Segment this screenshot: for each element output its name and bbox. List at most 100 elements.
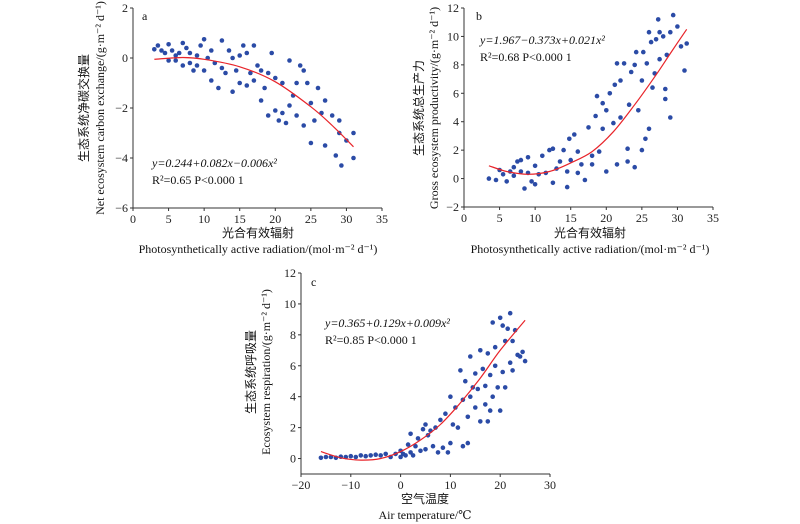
data-point bbox=[500, 323, 506, 328]
data-point bbox=[287, 103, 292, 108]
data-point bbox=[344, 138, 349, 143]
data-point bbox=[194, 53, 200, 58]
data-point bbox=[255, 63, 260, 68]
data-point bbox=[626, 102, 632, 107]
data-point bbox=[410, 453, 416, 458]
x-tick-label: 5 bbox=[497, 211, 503, 225]
data-point bbox=[611, 120, 616, 126]
data-point bbox=[600, 100, 605, 106]
data-point bbox=[475, 386, 481, 392]
data-point bbox=[460, 443, 466, 449]
data-point bbox=[152, 47, 157, 52]
y-axis-label-cn: 生态系统总生产力 bbox=[412, 60, 426, 156]
data-point bbox=[564, 169, 570, 174]
data-point bbox=[490, 394, 496, 400]
data-point bbox=[155, 43, 161, 48]
data-point bbox=[518, 169, 524, 174]
data-point bbox=[280, 110, 285, 116]
data-point bbox=[465, 414, 471, 420]
data-point bbox=[487, 372, 493, 378]
data-point bbox=[490, 320, 496, 325]
data-point bbox=[233, 68, 239, 73]
fit-curve bbox=[320, 319, 526, 461]
data-point bbox=[465, 440, 471, 446]
data-point bbox=[632, 164, 637, 170]
data-point bbox=[522, 358, 528, 364]
y-tick-label: 2 bbox=[453, 143, 459, 157]
data-point bbox=[373, 452, 379, 458]
data-point bbox=[525, 155, 531, 160]
fit-curve bbox=[488, 28, 688, 175]
y-tick-label: −2 bbox=[446, 200, 459, 214]
data-point bbox=[568, 157, 573, 163]
data-point bbox=[339, 163, 344, 168]
x-tick-label: 0 bbox=[130, 212, 136, 226]
data-point bbox=[173, 53, 178, 58]
data-point bbox=[315, 85, 321, 91]
data-point bbox=[657, 29, 662, 35]
data-point bbox=[450, 422, 456, 427]
data-point bbox=[209, 78, 214, 83]
data-point bbox=[169, 48, 175, 53]
data-point bbox=[663, 96, 668, 102]
data-point bbox=[668, 115, 673, 120]
data-point bbox=[378, 453, 384, 458]
fit-stats: R²=0.85 P<0.000 1 bbox=[325, 333, 417, 347]
data-point bbox=[443, 411, 448, 417]
fit-stats: R²=0.65 P<0.000 1 bbox=[152, 173, 244, 187]
data-point bbox=[280, 80, 285, 86]
x-tick-label: 5 bbox=[166, 212, 172, 226]
y-tick-label: 0 bbox=[453, 172, 459, 186]
data-point bbox=[322, 143, 328, 148]
data-point bbox=[579, 162, 584, 167]
data-point bbox=[575, 170, 581, 176]
data-point bbox=[418, 448, 423, 454]
data-point bbox=[269, 50, 275, 56]
data-point bbox=[639, 78, 645, 83]
data-point bbox=[468, 394, 473, 400]
x-tick-label: 10 bbox=[444, 478, 456, 492]
data-point bbox=[294, 80, 299, 86]
data-point bbox=[323, 454, 329, 460]
y-tick-label: −2 bbox=[115, 101, 128, 115]
data-point bbox=[287, 58, 292, 63]
data-point bbox=[408, 431, 413, 437]
y-tick-label: 8 bbox=[290, 328, 296, 342]
data-point bbox=[413, 443, 418, 449]
data-point bbox=[487, 408, 493, 413]
data-point bbox=[678, 44, 684, 49]
data-point bbox=[176, 50, 182, 56]
data-point bbox=[351, 130, 356, 136]
data-point bbox=[438, 417, 443, 423]
data-point bbox=[448, 440, 453, 446]
data-point bbox=[159, 48, 164, 53]
data-point bbox=[532, 182, 538, 187]
data-point bbox=[435, 450, 441, 455]
data-point bbox=[657, 56, 662, 62]
data-point bbox=[596, 149, 602, 154]
data-point bbox=[180, 40, 186, 46]
x-tick-label: 0 bbox=[461, 211, 467, 225]
data-point bbox=[353, 454, 359, 460]
data-point bbox=[201, 68, 207, 73]
data-point bbox=[502, 385, 508, 390]
data-point bbox=[646, 29, 652, 35]
data-point bbox=[505, 326, 511, 332]
data-point bbox=[187, 60, 193, 66]
data-point bbox=[492, 363, 498, 369]
data-point bbox=[363, 453, 369, 459]
x-tick-label: 15 bbox=[234, 212, 246, 226]
data-point bbox=[628, 69, 634, 75]
data-point bbox=[604, 108, 609, 113]
data-point bbox=[237, 80, 242, 86]
x-tick-label: 15 bbox=[565, 211, 577, 225]
fit-equation: y=0.365+0.129x+0.009x² bbox=[324, 316, 450, 330]
x-tick-label: 0 bbox=[398, 478, 404, 492]
data-point bbox=[478, 419, 483, 424]
fit-equation: y=0.244+0.082x−0.006x² bbox=[151, 156, 277, 170]
data-point bbox=[593, 113, 598, 119]
data-point bbox=[522, 186, 527, 191]
data-point bbox=[572, 132, 577, 137]
data-point bbox=[226, 48, 232, 53]
data-point bbox=[329, 113, 335, 118]
